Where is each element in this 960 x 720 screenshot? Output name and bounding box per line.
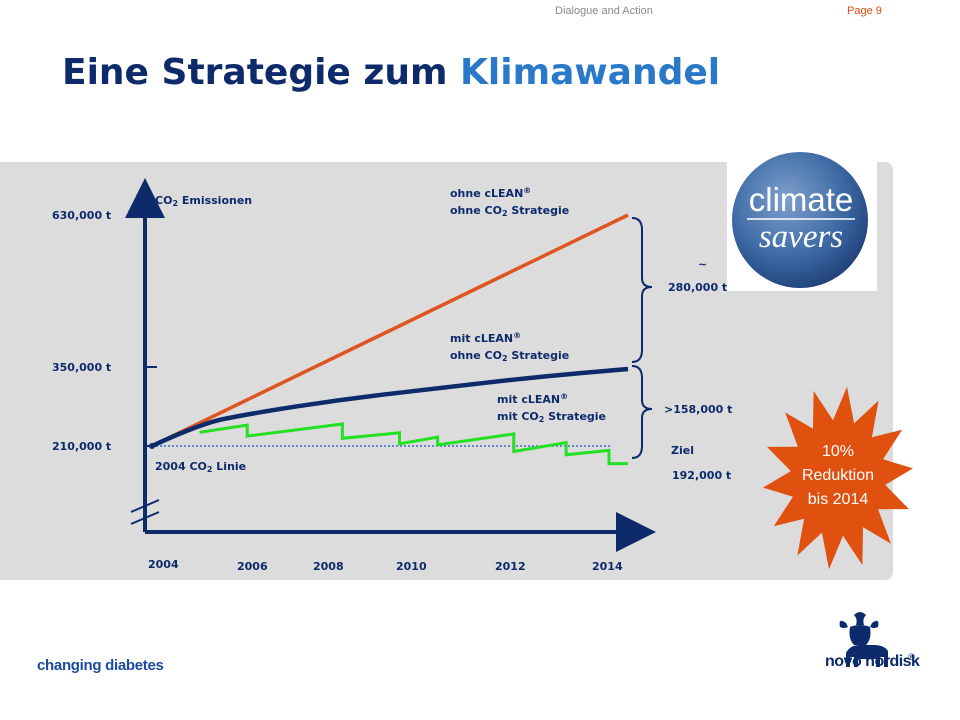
series-label-orange: ohne cLEAN®	[450, 186, 531, 200]
x-tick-label: 2010	[396, 560, 427, 573]
header-page-number: Page 9	[847, 5, 882, 17]
goal-label: Ziel	[671, 444, 694, 457]
slide-title-main: Eine Strategie zum	[62, 52, 448, 93]
y-tick-label: 350,000 t	[52, 361, 111, 374]
climate-savers-logo: climate savers	[727, 147, 877, 291]
logo-word-climate: climate	[749, 181, 854, 218]
axis-break-mark	[130, 511, 160, 525]
header-document-title: Dialogue and Action	[555, 5, 653, 17]
gap-top-value: 280,000 t	[668, 281, 727, 294]
tagline-changing-diabetes: changing diabetes	[37, 657, 164, 674]
x-tick-label: 2012	[495, 560, 526, 573]
slide-title: Eine Strategie zum Klimawandel	[62, 52, 720, 93]
series-label-navy: mit cLEAN®	[450, 331, 521, 345]
novo-nordisk-bull-icon	[839, 612, 888, 667]
climate-savers-globe	[732, 152, 868, 288]
series-line-mit-clean-ohne-strategie	[151, 366, 629, 449]
gap-brace-top	[631, 217, 653, 363]
gap-top-approx: ~	[698, 258, 707, 271]
x-tick-label: 2006	[237, 560, 268, 573]
x-tick-label: 2014	[592, 560, 623, 573]
series-label-green: mit cLEAN®	[497, 392, 568, 406]
series-line-ohne-clean	[151, 213, 629, 448]
series-label-navy-2: ohne CO2 Strategie	[450, 349, 569, 363]
burst-line-3: bis 2014	[808, 491, 869, 508]
logo-word-savers: savers	[759, 219, 843, 255]
brand-novo-nordisk: novo nordisk	[825, 653, 920, 670]
y-axis-title: CO2 Emissionen	[155, 194, 252, 208]
series-line-mit-clean-mit-strategie	[199, 422, 628, 466]
goal-value: 192,000 t	[672, 469, 731, 482]
x-tick-label: 2008	[313, 560, 344, 573]
burst-line-2: Reduktion	[802, 467, 874, 484]
y-tick-label: 630,000 t	[52, 209, 111, 222]
slide-title-highlight: Klimawandel	[460, 52, 721, 93]
axis-break-mark	[130, 499, 160, 513]
series-label-orange-2: ohne CO2 Strategie	[450, 204, 569, 218]
reduction-starburst	[763, 386, 913, 570]
x-tick-label: 2004	[148, 558, 179, 571]
burst-line-1: 10%	[822, 443, 854, 460]
gap-bottom-value: >158,000 t	[664, 403, 732, 416]
series-origin-point	[149, 443, 155, 449]
brand-registered-mark: ®	[908, 652, 915, 662]
series-label-green-2: mit CO2 Strategie	[497, 410, 606, 424]
gap-brace-bottom	[631, 365, 653, 459]
y-tick-label: 210,000 t	[52, 440, 111, 453]
baseline-label: 2004 CO2 Linie	[155, 460, 246, 474]
